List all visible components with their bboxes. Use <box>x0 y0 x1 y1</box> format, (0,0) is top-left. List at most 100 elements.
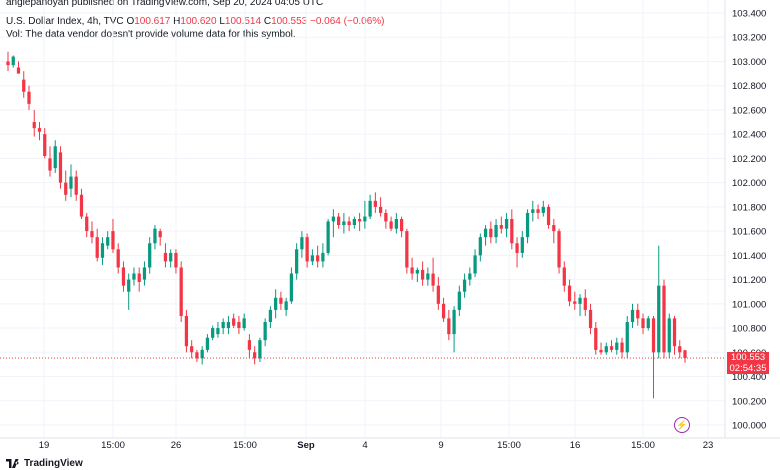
candle-body <box>116 249 120 268</box>
candle-body <box>609 346 614 350</box>
candle-body <box>16 67 21 74</box>
time-tick-label: 15:00 <box>631 440 655 451</box>
candle-body <box>347 221 351 226</box>
candle-body <box>536 209 540 213</box>
high-label: H <box>173 16 181 27</box>
price-tick-label: 102.400 <box>732 130 766 141</box>
open-value: 100.617 <box>134 16 171 27</box>
symbol-title[interactable]: U.S. Dollar Index, 4h, TVC <box>6 16 124 27</box>
candle-body <box>195 352 199 359</box>
candle-body <box>232 318 236 326</box>
candle-body <box>620 342 624 353</box>
candle-body <box>253 352 257 359</box>
candle-body <box>121 267 126 286</box>
candle-body <box>441 303 446 319</box>
price-tick-label: 101.400 <box>732 251 766 262</box>
ohlc-legend: U.S. Dollar Index, 4h, TVC O100.617 H100… <box>6 16 385 27</box>
lightning-icon[interactable]: ⚡ <box>674 417 690 433</box>
candle-body <box>48 158 52 171</box>
candle-body <box>405 231 409 268</box>
candle-body <box>399 219 404 232</box>
candle-body <box>69 176 73 189</box>
candle-body <box>211 328 215 338</box>
candle-body <box>64 182 68 195</box>
time-tick-label: 16 <box>570 440 581 451</box>
price-tick-label: 102.000 <box>732 178 766 189</box>
candle-body <box>169 252 173 262</box>
candle-body <box>216 328 220 335</box>
candle-body <box>541 206 545 213</box>
candle-body <box>384 212 388 222</box>
candle-body <box>274 297 278 310</box>
publish-info: angiepanoyan published on TradingView.co… <box>6 0 324 8</box>
candle-body <box>410 267 414 274</box>
candle-body <box>415 269 419 274</box>
candle-body <box>137 273 141 283</box>
candle-body <box>452 309 456 335</box>
candle-body <box>111 231 115 250</box>
time-tick-label: 23 <box>703 440 714 451</box>
time-tick-label: 15:00 <box>233 440 257 451</box>
candle-body <box>190 346 194 353</box>
candle-body <box>478 237 482 256</box>
candle-body <box>604 346 608 353</box>
candle-body <box>22 79 26 92</box>
candle-body <box>489 228 493 238</box>
candle-body <box>127 279 131 292</box>
close-label: C <box>263 16 272 27</box>
candle-body <box>163 252 168 262</box>
candle-body <box>552 225 556 232</box>
candle-body <box>567 285 572 302</box>
candle-body <box>636 309 640 319</box>
tradingview-logo[interactable]: TradingView <box>6 458 83 469</box>
candle-body <box>426 273 430 280</box>
low-value: 100.514 <box>224 16 262 27</box>
candle-body <box>588 309 593 329</box>
candle-body <box>520 237 524 253</box>
candle-body <box>578 297 582 304</box>
candle-body <box>310 255 315 262</box>
candle-body <box>85 216 89 232</box>
candle-body <box>326 221 330 253</box>
candle-body <box>630 309 635 322</box>
candle-body <box>174 252 178 268</box>
candle-body <box>279 297 283 304</box>
price-tick-label: 102.600 <box>732 105 766 116</box>
price-tick-label: 100.800 <box>732 324 766 335</box>
price-tick-label: 102.800 <box>732 81 766 92</box>
time-axis: 19 15:00 26 15:00 Sep 4 9 15:00 16 15:00 23 <box>39 440 714 451</box>
price-tick-label: 102.200 <box>732 154 766 165</box>
candle-body <box>100 243 105 258</box>
grid-lines <box>0 0 725 438</box>
price-tick-label: 103.400 <box>732 9 766 20</box>
candle-body <box>58 152 63 183</box>
close-value: 100.553 <box>271 16 308 27</box>
candle-body <box>657 285 661 353</box>
candle-body <box>546 206 551 226</box>
candle-body <box>74 176 78 195</box>
candle-body <box>305 237 309 262</box>
candle-body <box>457 291 461 310</box>
candle-body <box>132 273 136 280</box>
candle-body <box>106 237 110 246</box>
candle-body <box>683 350 687 358</box>
candle-body <box>583 297 587 310</box>
candle-body <box>436 285 440 304</box>
last-price-value: 100.553 <box>730 352 766 363</box>
candle-body <box>158 231 162 238</box>
candle-body <box>79 194 84 217</box>
candle-body <box>43 134 47 156</box>
time-tick-label: 19 <box>39 440 50 451</box>
candle-body <box>6 61 10 66</box>
candle-body <box>625 322 629 353</box>
candle-body <box>27 91 31 104</box>
candle-body <box>295 249 299 274</box>
candle-body <box>447 318 451 335</box>
candle-body <box>226 322 231 329</box>
price-tick-label: 101.000 <box>732 299 766 310</box>
candle-body <box>289 273 294 302</box>
candle-body <box>615 342 619 350</box>
candle-body <box>205 337 210 350</box>
price-tick-label: 100.200 <box>732 396 766 407</box>
